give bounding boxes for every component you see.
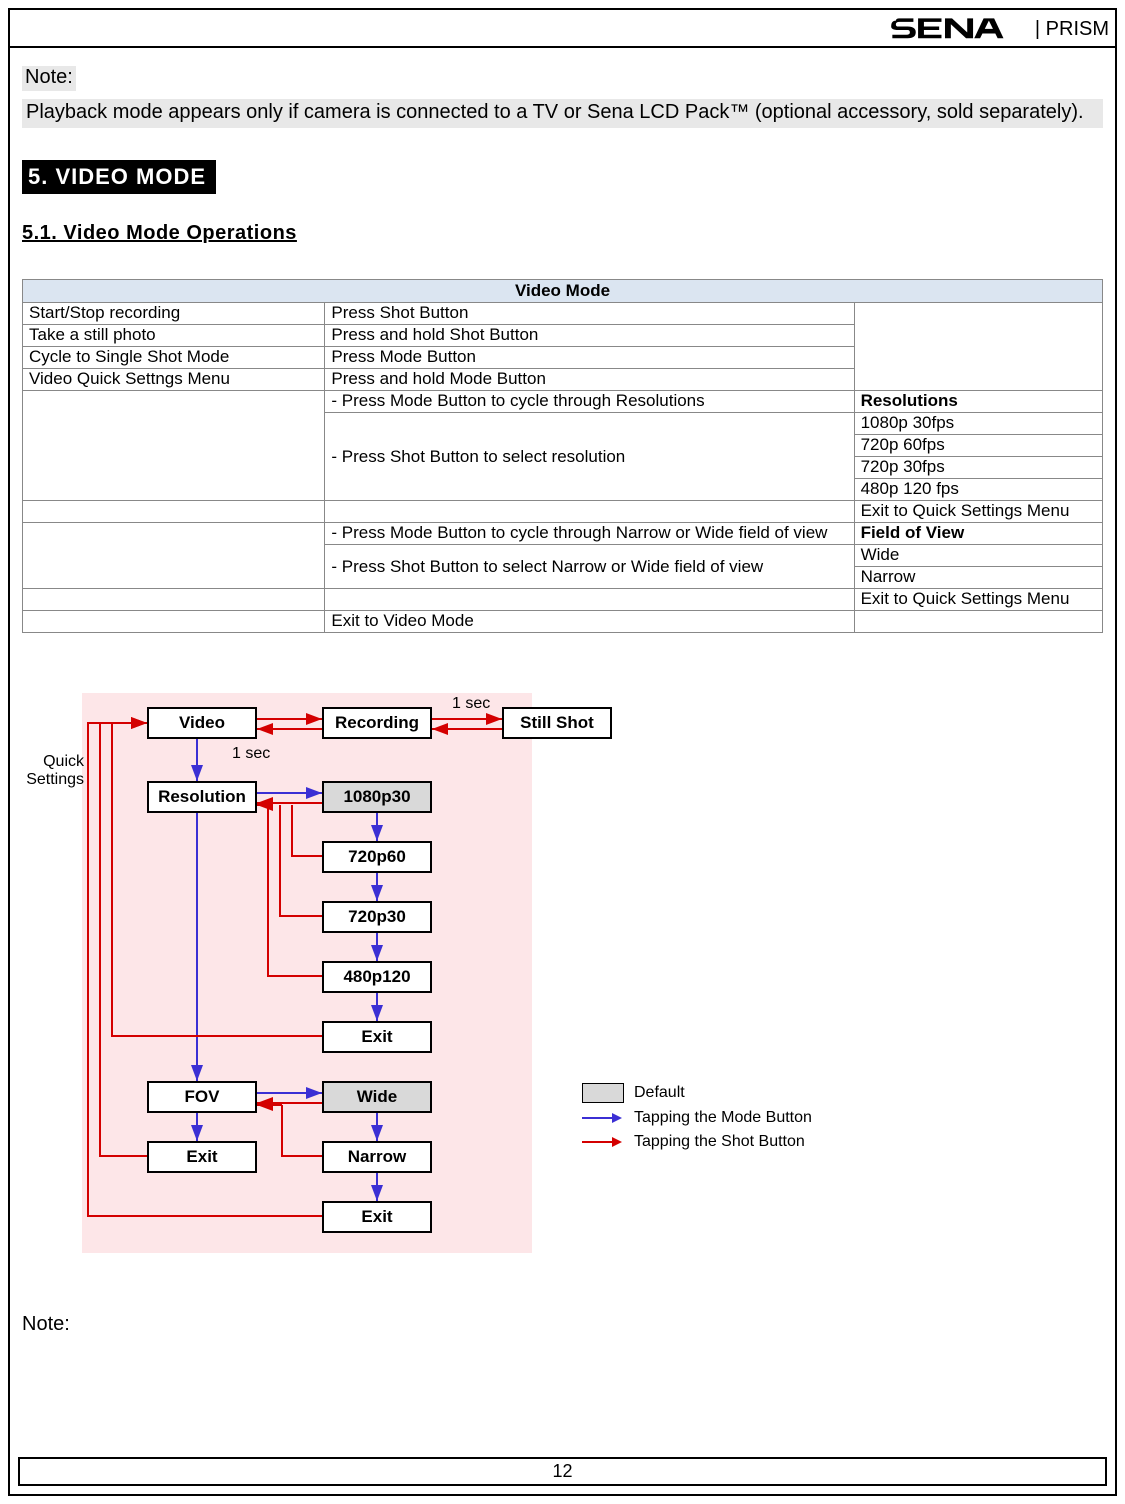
node-still: Still Shot xyxy=(502,707,612,739)
legend-mode: Tapping the Mode Button xyxy=(582,1109,812,1127)
node-video: Video xyxy=(147,707,257,739)
video-mode-table: Video Mode Start/Stop recording Press Sh… xyxy=(22,279,1103,633)
node-resolution: Resolution xyxy=(147,781,257,813)
label-1sec-b: 1 sec xyxy=(232,745,270,763)
video-mode-table-wrap: Video Mode Start/Stop recording Press Sh… xyxy=(22,279,1103,633)
table-row: Exit to Video Mode xyxy=(23,611,1103,633)
sena-logo-icon xyxy=(890,16,1033,42)
brand-logo: | PRISM xyxy=(890,16,1109,42)
legend-arrow-shot-icon xyxy=(582,1136,624,1148)
node-480: 480p120 xyxy=(322,961,432,993)
node-720-30: 720p30 xyxy=(322,901,432,933)
note-label: Note: xyxy=(22,66,76,91)
node-wide: Wide xyxy=(322,1081,432,1113)
page-number: 12 xyxy=(552,1461,572,1481)
diagram-legend: Default Tapping the Mode Button Tapping … xyxy=(582,1083,812,1157)
table-row: Exit to Quick Settings Menu xyxy=(23,501,1103,523)
note-body: Playback mode appears only if camera is … xyxy=(22,99,1103,128)
table-row: Exit to Quick Settings Menu xyxy=(23,589,1103,611)
page-frame: | PRISM Note: Playback mode appears only… xyxy=(8,8,1117,1496)
node-1080: 1080p30 xyxy=(322,781,432,813)
label-1sec-a: 1 sec xyxy=(452,695,490,713)
page-footer: 12 xyxy=(18,1457,1107,1486)
product-name: | PRISM xyxy=(1035,18,1109,41)
legend-arrow-mode-icon xyxy=(582,1112,624,1124)
node-narrow: Narrow xyxy=(322,1141,432,1173)
table-row: - Press Mode Button to cycle through Nar… xyxy=(23,523,1103,545)
legend-shot: Tapping the Shot Button xyxy=(582,1133,812,1151)
page-header: | PRISM xyxy=(10,10,1115,48)
table-row: Start/Stop recording Press Shot Button xyxy=(23,303,1103,325)
node-exit-main: Exit xyxy=(147,1141,257,1173)
node-res-exit: Exit xyxy=(322,1021,432,1053)
page-content: Note: Playback mode appears only if came… xyxy=(10,48,1115,1336)
note-2: Note: xyxy=(22,1313,1103,1336)
table-row: - Press Mode Button to cycle through Res… xyxy=(23,391,1103,413)
node-720-60: 720p60 xyxy=(322,841,432,873)
legend-default: Default xyxy=(582,1083,812,1103)
node-recording: Recording xyxy=(322,707,432,739)
table-title: Video Mode xyxy=(23,280,1103,303)
label-quick: Quick Settings xyxy=(0,753,84,789)
section-heading: 5. VIDEO MODE xyxy=(22,160,216,194)
flow-diagram: Video Recording Still Shot Resolution 10… xyxy=(22,693,1103,1263)
node-fov: FOV xyxy=(147,1081,257,1113)
node-fov-exit: Exit xyxy=(322,1201,432,1233)
subsection-heading: 5.1. Video Mode Operations xyxy=(22,222,1103,245)
legend-swatch-default xyxy=(582,1083,624,1103)
